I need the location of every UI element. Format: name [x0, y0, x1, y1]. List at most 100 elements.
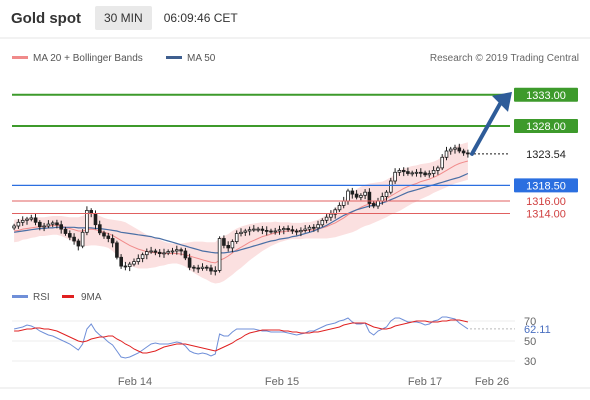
- price-candle: [410, 172, 414, 175]
- price-candle: [367, 191, 372, 204]
- ma9-legend-label: 9MA: [81, 292, 102, 303]
- price-candle: [337, 204, 342, 211]
- clock-time: 06:09:46 CET: [163, 11, 238, 25]
- price-candle: [444, 150, 449, 158]
- arrow-head: [492, 91, 512, 112]
- price-candle: [140, 254, 145, 259]
- level-tag-1316.00: [514, 194, 578, 208]
- price-candle: [106, 235, 111, 239]
- price-candle: [316, 224, 320, 229]
- price-candle: [397, 169, 402, 173]
- price-candle: [320, 219, 325, 226]
- rsi-tick-label: 50: [524, 336, 536, 348]
- bollinger-band: [14, 142, 468, 284]
- price-candle: [380, 196, 385, 202]
- price-candle: [63, 228, 68, 234]
- price-candle: [179, 249, 183, 252]
- ma50-legend-label: MA 50: [187, 53, 216, 64]
- price-candle: [157, 251, 162, 255]
- price-candle: [290, 229, 295, 232]
- price-candle: [384, 191, 389, 197]
- price-candle: [20, 219, 25, 223]
- rsi-ma9-line: [14, 319, 469, 354]
- copyright-credit: Research © 2019 Trading Central: [430, 53, 579, 64]
- price-candle: [149, 250, 153, 253]
- price-candle: [260, 228, 265, 231]
- price-candle: [264, 229, 269, 232]
- price-candle: [466, 152, 470, 155]
- level-label-1323.54: 1323.54: [526, 149, 566, 161]
- price-candle: [119, 256, 124, 267]
- price-candle: [256, 228, 260, 231]
- rsi-plot-area: 70 50 30 62.11: [12, 316, 551, 368]
- price-candle: [68, 233, 72, 238]
- ma20-legend-label: MA 20 + Bollinger Bands: [33, 53, 143, 64]
- price-candle: [239, 231, 243, 235]
- price-candle: [243, 230, 248, 233]
- x-tick-label: Feb 17: [408, 376, 442, 388]
- price-candle: [98, 224, 102, 234]
- price-candle: [457, 147, 462, 152]
- price-candle: [38, 221, 42, 228]
- price-candle: [423, 172, 427, 176]
- rsi-legend-label: RSI: [33, 292, 50, 303]
- price-candle: [359, 194, 363, 198]
- level-tag-1328.00: [514, 119, 578, 133]
- price-candle: [55, 222, 59, 226]
- level-tag-1318.50: [514, 178, 578, 193]
- price-candle: [46, 223, 51, 227]
- price-candle: [307, 226, 312, 230]
- price-candle: [226, 244, 231, 249]
- price-candle: [341, 200, 346, 206]
- ma20-line: [14, 160, 469, 264]
- price-candle: [33, 217, 38, 223]
- price-candle: [269, 230, 273, 233]
- price-candle: [277, 229, 282, 232]
- x-tick-label: Feb 14: [118, 376, 152, 388]
- price-candle: [29, 217, 34, 220]
- price-candle: [85, 209, 89, 233]
- price-candle: [162, 252, 166, 255]
- price-candle: [153, 250, 158, 253]
- rsi-tick-label: 70: [524, 316, 536, 328]
- price-candle: [363, 191, 367, 196]
- price-candle: [187, 257, 192, 268]
- price-candle: [192, 266, 196, 269]
- level-label-1328.00: 1328.00: [526, 121, 566, 133]
- x-tick-label: Feb 26: [475, 376, 509, 388]
- instrument-title: Gold spot: [11, 9, 81, 27]
- x-axis: Feb 14 Feb 15 Feb 17 Feb 26: [0, 376, 590, 389]
- price-candle: [123, 265, 128, 268]
- timeframe-button[interactable]: 30 MIN: [95, 6, 152, 30]
- target-arrow: [470, 91, 512, 156]
- level-label-1314.00: 1314.00: [526, 209, 566, 221]
- price-candle: [299, 229, 303, 233]
- price-candle: [102, 232, 106, 237]
- price-candle: [461, 150, 466, 154]
- price-candle: [414, 171, 419, 174]
- price-candle: [303, 228, 307, 231]
- price-candle: [115, 242, 119, 258]
- price-legend: MA 20 + Bollinger Bands MA 50 Research ©…: [12, 53, 579, 64]
- price-candle: [393, 171, 397, 182]
- level-label-1316.00: 1316.00: [526, 196, 566, 208]
- rsi-legend-swatch: [12, 295, 28, 298]
- price-levels: 1333.00 1328.00 1323.54 1318.50 1316.001314.…: [12, 87, 578, 221]
- price-candle: [166, 251, 171, 254]
- price-candle: [136, 258, 141, 262]
- price-candle: [183, 250, 188, 259]
- price-candle: [453, 147, 457, 150]
- price-candle: [247, 229, 252, 232]
- price-candle: [80, 231, 85, 247]
- price-candle: [354, 193, 359, 198]
- price-candle: [72, 236, 76, 242]
- price-candle: [144, 251, 149, 256]
- price-candle: [406, 171, 410, 174]
- price-candle: [25, 218, 29, 221]
- price-candle: [170, 250, 175, 253]
- arrow-shaft: [470, 101, 502, 156]
- price-candle: [371, 203, 376, 207]
- price-candle: [213, 269, 218, 272]
- price-candle: [311, 226, 316, 229]
- chart-header: Gold spot 30 MIN 06:09:46 CET: [0, 0, 590, 36]
